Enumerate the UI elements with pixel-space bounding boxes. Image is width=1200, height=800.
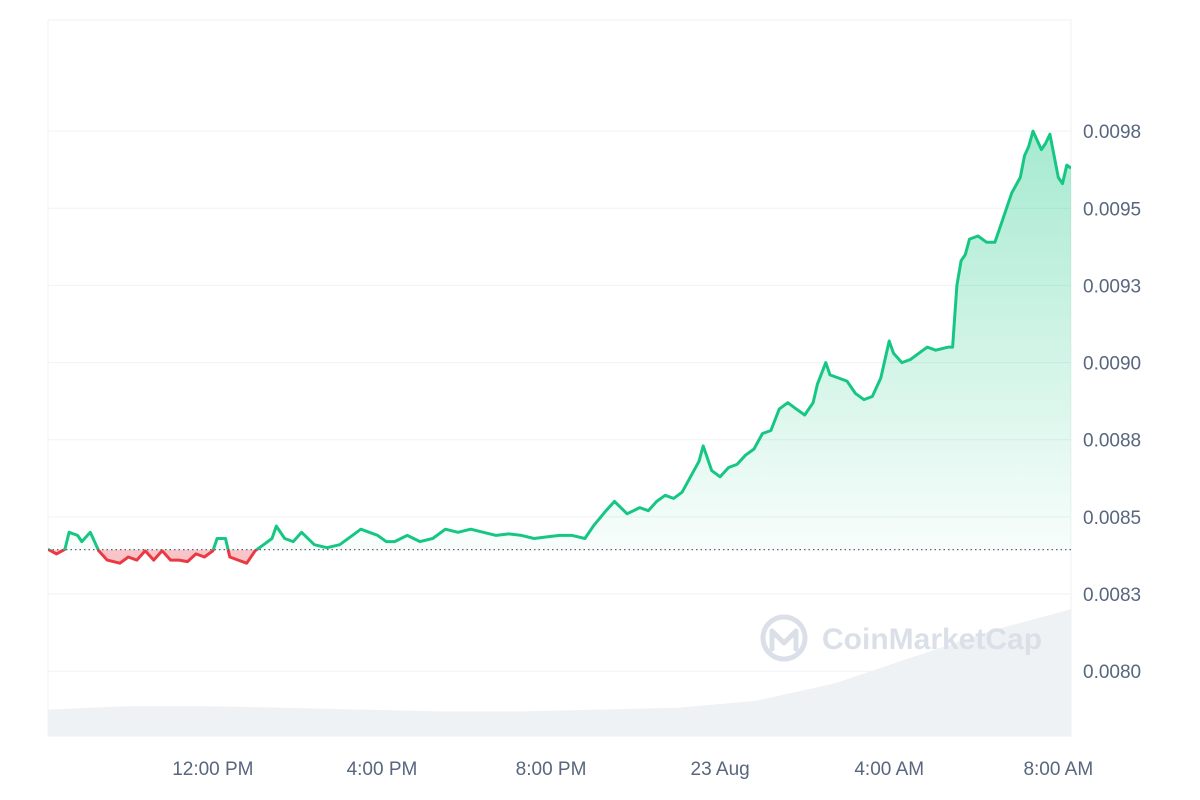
watermark: CoinMarketCap [760, 614, 1042, 662]
x-tick-label: 4:00 AM [854, 759, 924, 780]
y-tick-label: 0.0098 [1083, 122, 1141, 143]
y-tick-label: 0.0083 [1083, 585, 1141, 606]
x-tick-label: 4:00 PM [347, 759, 418, 780]
price-area-fill [48, 131, 1071, 564]
coinmarketcap-logo-icon [760, 614, 808, 662]
watermark-text: CoinMarketCap [822, 623, 1042, 656]
x-axis-labels: 12:00 PM 4:00 PM 8:00 PM 23 Aug 4:00 AM 8:00 … [172, 759, 1093, 780]
area-above-baseline [48, 131, 1071, 550]
x-tick-label: 12:00 PM [172, 759, 253, 780]
y-axis-labels: 0.0098 0.0095 0.0093 0.0090 0.0088 0.0085 0.00… [1083, 122, 1141, 683]
x-tick-label: 8:00 PM [516, 759, 587, 780]
area-below-baseline [48, 549, 257, 564]
y-tick-label: 0.0095 [1083, 199, 1141, 220]
x-tick-label: 8:00 AM [1023, 759, 1093, 780]
y-tick-label: 0.0080 [1083, 662, 1141, 683]
x-tick-label: 23 Aug [691, 759, 750, 780]
y-tick-label: 0.0093 [1083, 276, 1141, 297]
price-line [48, 129, 1071, 565]
volume-area-shape [48, 609, 1071, 736]
price-line-up [48, 129, 1071, 550]
volume-area [48, 609, 1071, 736]
y-tick-label: 0.0085 [1083, 508, 1141, 529]
y-tick-label: 0.0088 [1083, 431, 1141, 452]
y-tick-label: 0.0090 [1083, 354, 1141, 375]
